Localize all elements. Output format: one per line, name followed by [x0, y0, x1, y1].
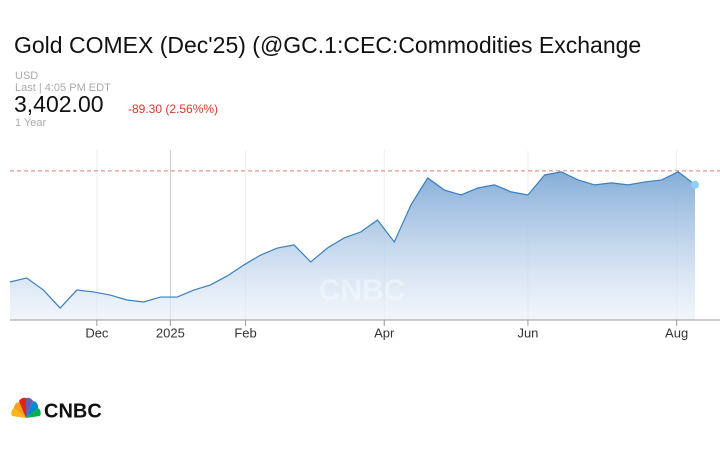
- price: 3,402.00: [14, 91, 104, 117]
- x-tick-label: 2025: [156, 325, 185, 340]
- x-tick-label: Apr: [374, 325, 395, 340]
- x-tick-label: Aug: [665, 325, 688, 340]
- chart-title: Gold COMEX (Dec'25) (@GC.1:CEC:Commoditi…: [14, 32, 641, 58]
- line: [9, 171, 696, 309]
- range: 1 Year: [15, 117, 47, 129]
- last-time: Last | 4:05 PM EDT: [15, 82, 111, 94]
- x-tick-label: Feb: [234, 325, 256, 340]
- logo: [11, 397, 41, 418]
- area: [10, 171, 695, 320]
- brand: CNBC: [44, 400, 102, 422]
- watermark: CNBC: [319, 274, 406, 307]
- change: -89.30 (2.56%%): [128, 102, 218, 116]
- currency: USD: [15, 70, 38, 82]
- last-point: [691, 180, 699, 189]
- x-tick-label: Jun: [517, 325, 538, 340]
- x-tick-label: Dec: [85, 325, 109, 340]
